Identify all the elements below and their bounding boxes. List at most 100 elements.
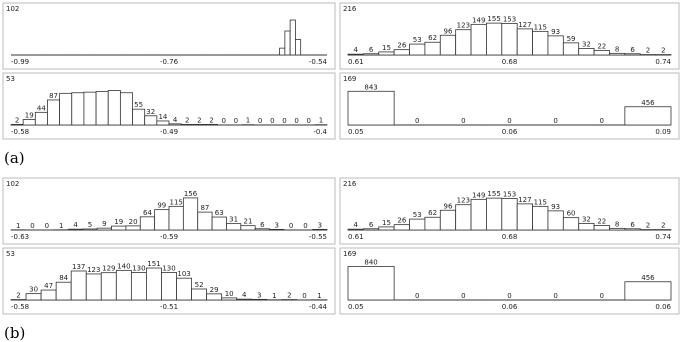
value-label: 0 [270, 117, 274, 125]
value-label: 2 [287, 292, 291, 300]
value-label: 44 [37, 104, 46, 112]
value-label: 59 [567, 35, 576, 43]
bar [100, 272, 117, 301]
bar [624, 228, 641, 231]
value-label: 6 [369, 46, 374, 54]
value-label: 32 [582, 40, 591, 48]
bar [347, 228, 364, 231]
value-label: 93 [551, 203, 560, 211]
value-label: 2 [646, 222, 650, 230]
x-tick-label: -0.59 [160, 233, 178, 241]
x-tick-label: 0.74 [655, 58, 671, 66]
value-label: 3 [274, 221, 278, 229]
value-label: 843 [364, 83, 377, 91]
value-label: 4 [73, 221, 78, 229]
value-label: 2 [16, 292, 20, 300]
bar [532, 30, 549, 56]
bar [206, 293, 223, 301]
panel-label: 169 [343, 75, 356, 83]
value-label: 149 [472, 16, 485, 24]
bar [532, 205, 549, 231]
value-label: 127 [518, 21, 531, 29]
bar [289, 19, 296, 56]
x-tick-label: -0.58 [11, 303, 29, 311]
bar [132, 108, 146, 126]
x-tick-label: -0.4 [313, 128, 327, 136]
bar [71, 92, 85, 126]
value-label: 140 [117, 262, 130, 270]
value-label: 123 [457, 197, 470, 205]
value-label: 1 [317, 292, 321, 300]
bar [593, 50, 610, 56]
value-label: 0 [307, 117, 311, 125]
bar [168, 123, 182, 126]
bar [624, 53, 641, 56]
value-label: 30 [29, 286, 38, 294]
value-label: 1 [16, 222, 20, 230]
value-label: 84 [59, 274, 68, 282]
bar [516, 203, 533, 231]
value-label: 22 [597, 217, 606, 225]
x-tick-label: 0.06 [655, 303, 671, 311]
value-label: 96 [444, 27, 453, 35]
value-label: 0 [289, 222, 293, 230]
value-label: 149 [472, 191, 485, 199]
value-label: 103 [177, 270, 190, 278]
bar [221, 297, 238, 301]
bar [82, 228, 98, 231]
bar [362, 53, 380, 56]
value-label: 99 [157, 202, 166, 210]
value-label: 0 [30, 222, 34, 230]
bar [59, 92, 73, 126]
bar [470, 23, 487, 56]
x-tick-label: -0.51 [160, 303, 178, 311]
value-label: 8 [615, 45, 619, 53]
value-label: 64 [143, 209, 152, 217]
value-label: 6 [369, 221, 374, 229]
value-label: 151 [147, 260, 160, 268]
bar [55, 281, 72, 301]
x-tick-label: 0.06 [502, 128, 518, 136]
value-label: 55 [134, 101, 143, 109]
value-label: 3 [318, 221, 322, 229]
bar [115, 269, 132, 301]
value-label: 1 [59, 222, 63, 230]
value-label: 62 [428, 209, 437, 217]
value-label: 127 [518, 196, 531, 204]
bar [624, 281, 672, 301]
panel [339, 247, 680, 315]
value-label: 6 [260, 221, 265, 229]
value-label: 2 [185, 116, 189, 124]
x-tick-label: 0.68 [502, 233, 518, 241]
bar [161, 272, 177, 301]
value-label: 2 [661, 47, 665, 55]
value-label: 1 [319, 117, 323, 125]
bar [593, 225, 610, 231]
value-label: 4 [242, 291, 247, 299]
value-label: 0 [415, 292, 419, 300]
bar [130, 272, 147, 301]
value-label: 0 [258, 117, 262, 125]
panel-label: 53 [6, 75, 15, 83]
value-label: 130 [132, 264, 145, 272]
x-tick-label: 0.68 [502, 58, 518, 66]
bar [424, 41, 441, 56]
value-label: 0 [461, 117, 465, 125]
bar [211, 216, 227, 231]
bar [68, 228, 84, 231]
value-label: 87 [200, 204, 209, 212]
bar [154, 209, 170, 231]
bar [107, 90, 121, 126]
value-label: 0 [553, 292, 557, 300]
bar [578, 48, 595, 56]
value-label: 2 [15, 116, 19, 124]
value-label: 0 [282, 117, 286, 125]
value-label: 0 [303, 222, 307, 230]
bar [486, 197, 503, 231]
bar [347, 53, 364, 56]
bar [470, 198, 487, 231]
value-label: 123 [87, 266, 100, 274]
bar [424, 216, 441, 231]
value-label: 155 [487, 190, 500, 198]
